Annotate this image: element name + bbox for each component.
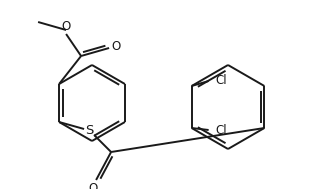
Text: Cl: Cl <box>216 125 227 138</box>
Text: O: O <box>89 181 98 189</box>
Text: O: O <box>111 40 121 53</box>
Text: S: S <box>85 123 93 136</box>
Text: O: O <box>62 19 71 33</box>
Text: Cl: Cl <box>216 74 227 87</box>
